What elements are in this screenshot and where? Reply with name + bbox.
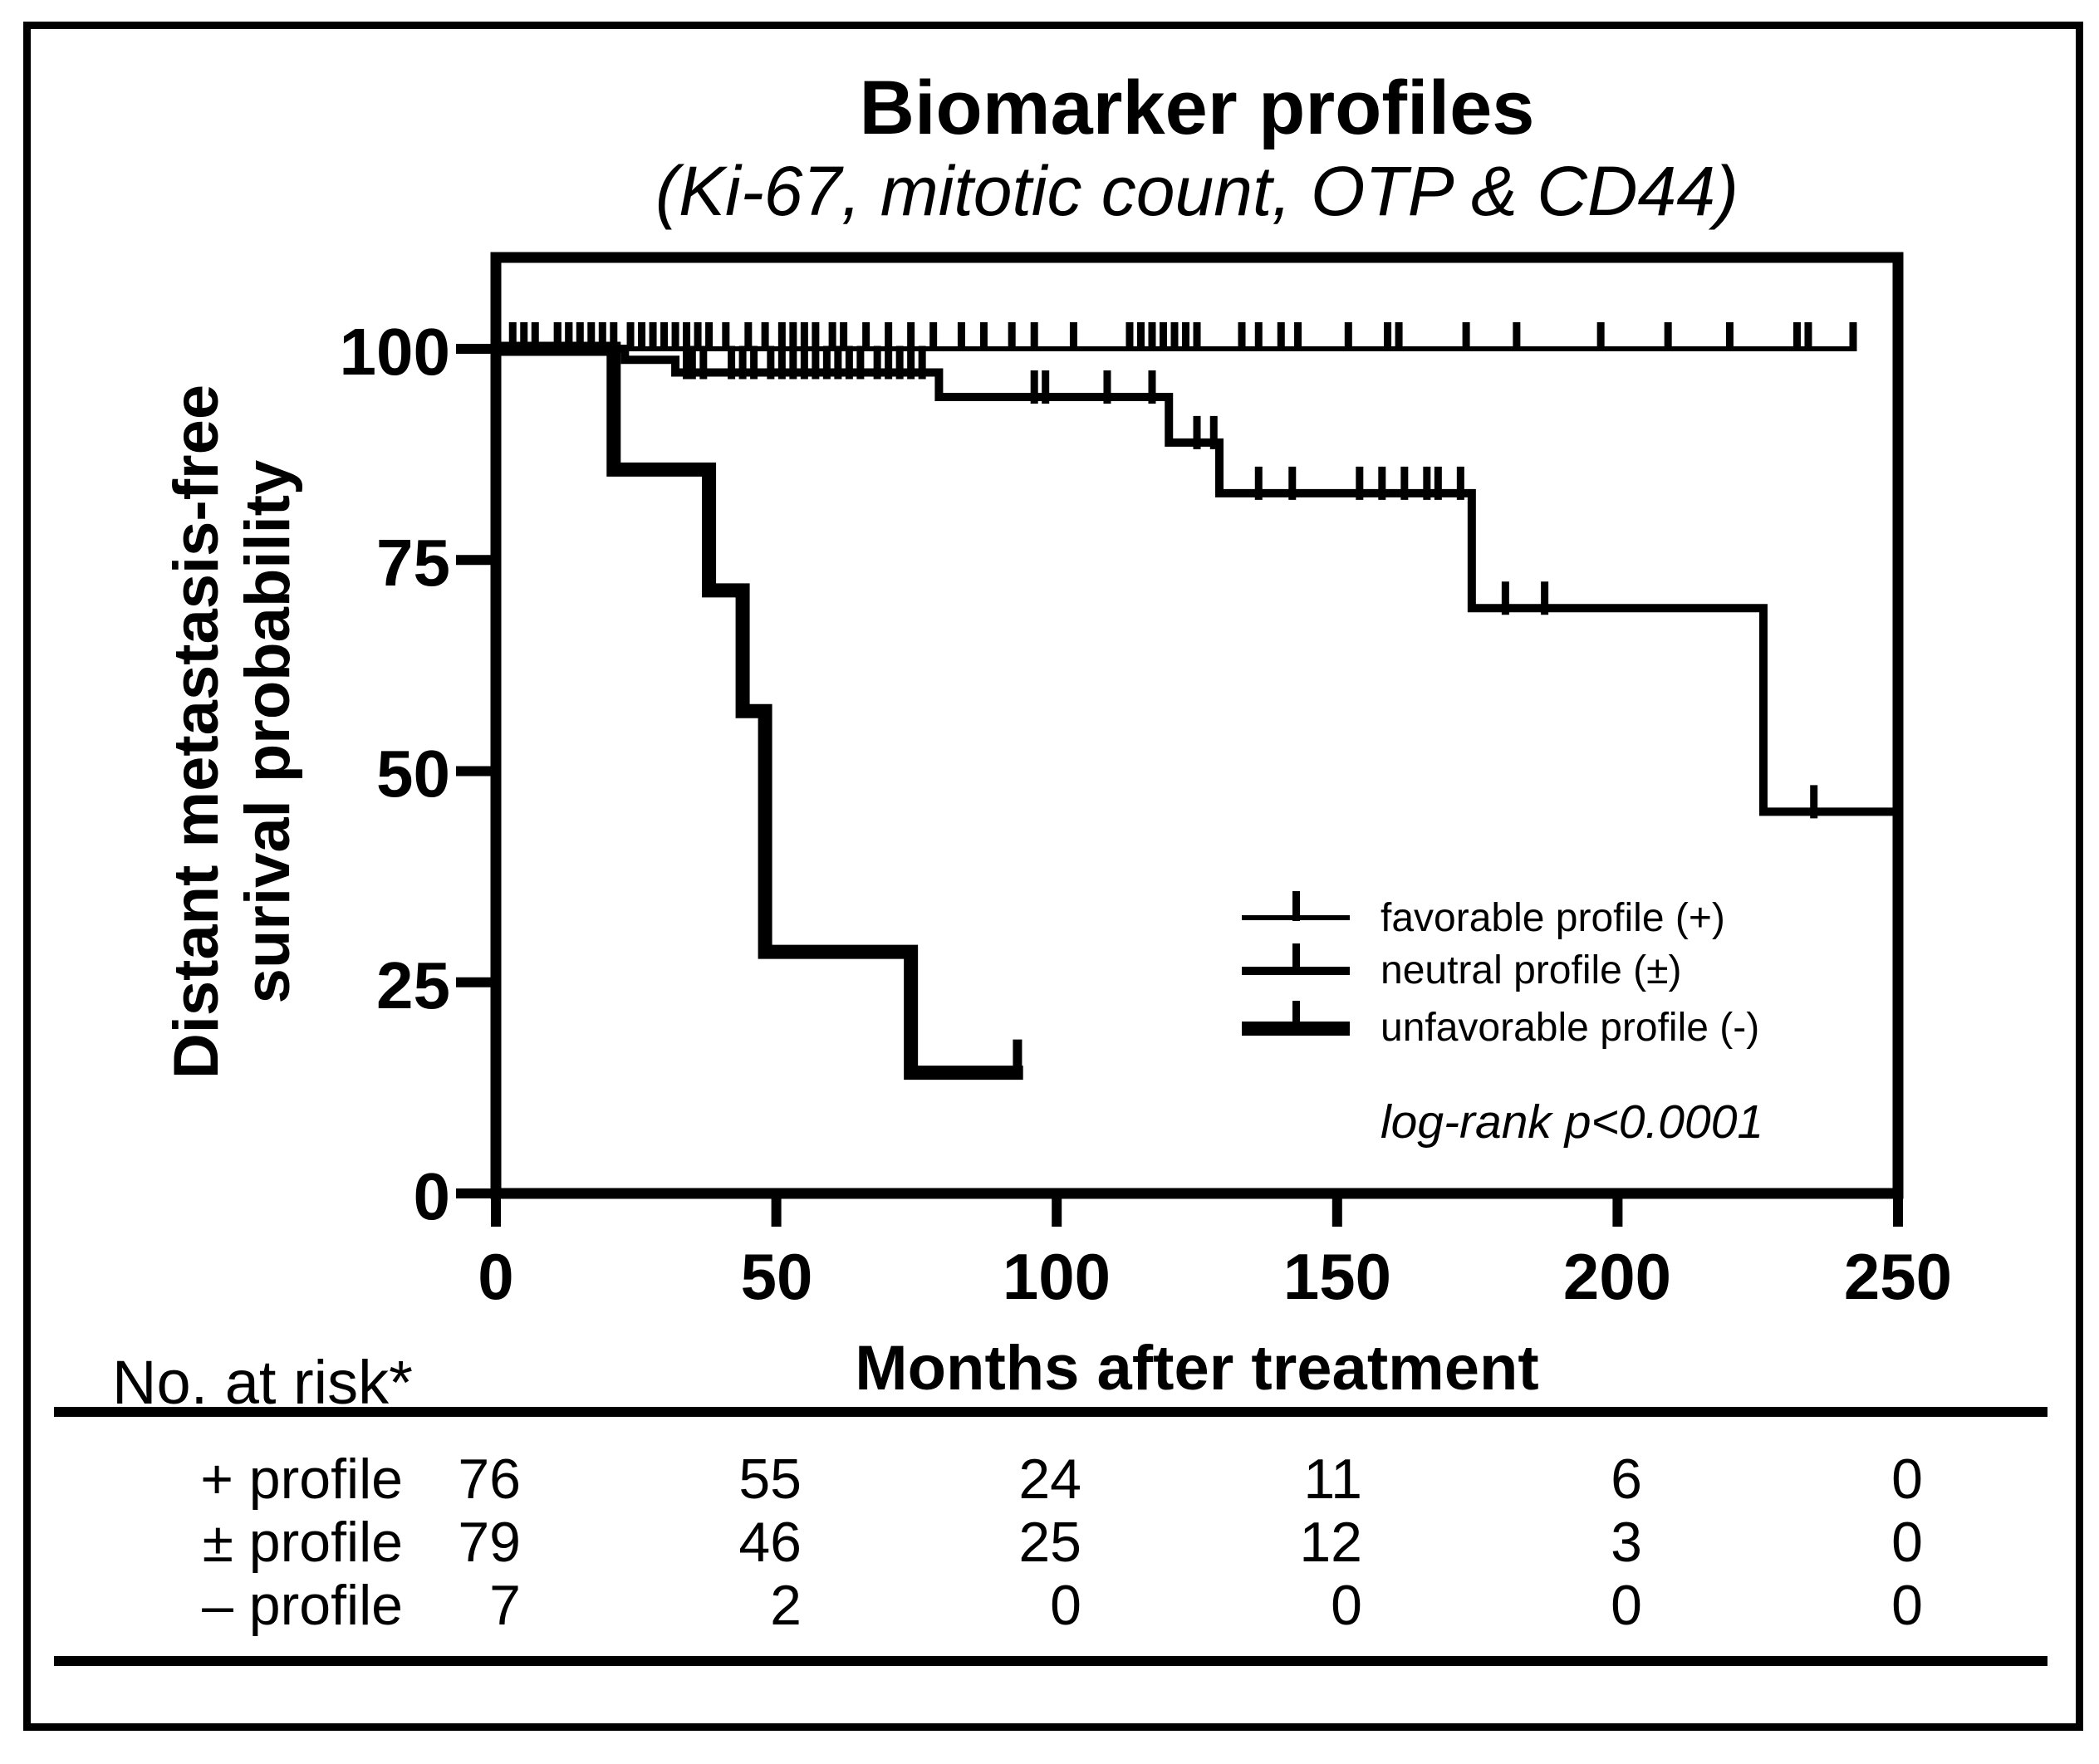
figure-border [23,22,2083,1731]
y-tick-label-50: 50 [376,737,450,811]
legend-item-favorable: favorable profile (+) [1242,890,2031,948]
risk-cell: 0 [1891,1448,1923,1511]
y-tick-label-100: 100 [339,315,450,389]
risk-cell: 3 [1611,1511,1642,1574]
risk-cell: 6 [1611,1448,1642,1511]
risk-cell: 0 [1611,1574,1642,1637]
risk-cell: 2 [770,1574,802,1637]
legend-line-sample-thick [1242,1000,1350,1058]
risk-cell: 0 [1891,1511,1923,1574]
x-axis-title: Months after treatment [855,1333,1539,1404]
risk-cell: 24 [1018,1448,1081,1511]
chart-title: Biomarker profiles [859,66,1535,150]
x-tick-label-0: 0 [478,1240,514,1313]
y-axis-label-line1: Distant metastasis-free [161,384,232,1080]
risk-table-rule-top [54,1407,2048,1417]
risk-cell: 11 [1303,1448,1362,1511]
legend-item-unfavorable: unfavorable profile (-) [1242,1000,2031,1058]
x-tick-label-100: 100 [1002,1240,1111,1313]
risk-table-rule-bottom [54,1656,2048,1666]
legend-line-sample-thin [1242,890,1350,948]
risk-row-label-plus: + profile [200,1448,403,1511]
risk-cell: 79 [458,1511,521,1574]
censor-tick-icon [1292,1001,1300,1031]
legend-label: unfavorable profile (-) [1381,1006,1760,1050]
legend-line-sample-medium [1242,943,1350,1001]
risk-cell: 46 [738,1511,802,1574]
chart-subtitle: (Ki-67, mitotic count, OTP & CD44) [655,152,1739,230]
y-tick-label-0: 0 [413,1159,451,1233]
risk-cell: 25 [1018,1511,1081,1574]
risk-cell: 0 [1891,1574,1923,1637]
risk-cell: 0 [1331,1574,1362,1637]
legend-label: favorable profile (+) [1381,896,1725,940]
risk-cell: 76 [458,1448,521,1511]
x-tick-label-50: 50 [740,1240,813,1313]
risk-table-title: No. at risk* [112,1348,413,1417]
risk-cell: 55 [738,1448,802,1511]
logrank-annotation: log-rank p<0.0001 [1381,1095,1764,1149]
censor-tick-icon [1292,943,1300,973]
risk-row-label-plusminus: ± profile [202,1511,403,1574]
risk-cell: 0 [1050,1574,1081,1637]
legend-item-neutral: neutral profile (±) [1242,943,2031,1001]
risk-cell: 7 [489,1574,521,1637]
x-tick-label-200: 200 [1562,1240,1672,1313]
x-tick-label-150: 150 [1282,1240,1392,1313]
y-tick-label-75: 75 [376,526,450,600]
censor-tick-icon [1292,891,1300,921]
x-tick-label-250: 250 [1843,1240,1953,1313]
risk-row-label-minus: – profile [202,1574,403,1637]
risk-cell: 12 [1299,1511,1362,1574]
legend-label: neutral profile (±) [1381,948,1682,992]
y-tick-label-25: 25 [376,948,450,1022]
